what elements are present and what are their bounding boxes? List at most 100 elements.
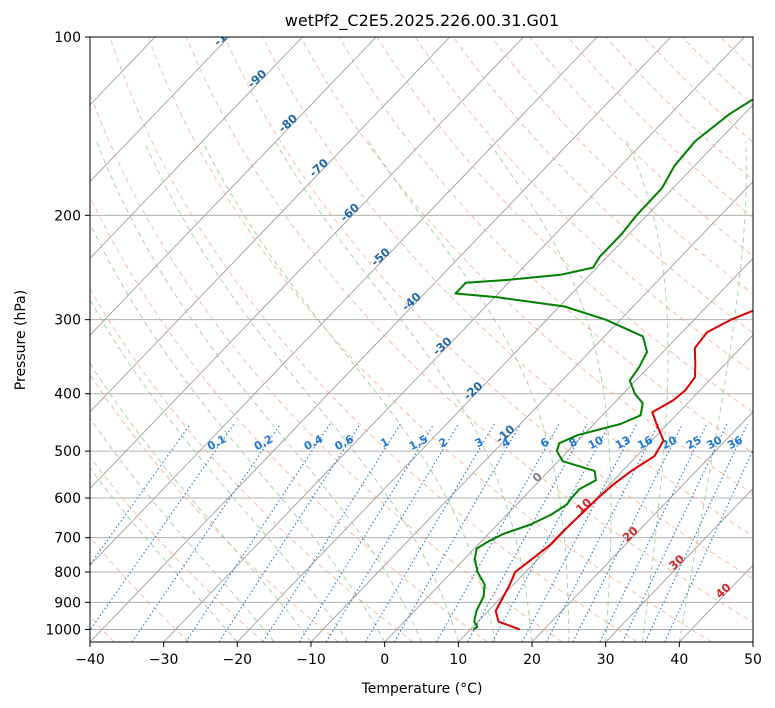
mixing-ratio-label: 1.5: [407, 433, 430, 454]
mixing-ratio-label: 13: [613, 433, 633, 452]
x-tick-label: 10: [449, 652, 467, 668]
moist-adiabat-line: [90, 417, 275, 642]
isotherm-line: [163, 37, 745, 642]
x-tick-label: 30: [597, 652, 615, 668]
dry-adiabat-label: -100: [211, 19, 242, 49]
dry-adiabat-line: [759, 37, 775, 642]
moist-adiabat-line: [626, 141, 669, 642]
dry-adiabat-line: [90, 195, 488, 642]
mixing-ratio-line: [218, 423, 361, 642]
x-tick-label: 0: [380, 652, 389, 668]
moist-adiabat-line: [367, 141, 570, 642]
mixing-ratio-label: 25: [684, 433, 704, 452]
isotherm-line: [458, 334, 753, 642]
dry-adiabat-label: 0: [530, 469, 545, 485]
dry-adiabat-line: [90, 536, 190, 642]
dry-adiabat-line: [90, 287, 414, 642]
mixing-ratio-label: 0.1: [205, 433, 228, 454]
isotherm-line: [90, 37, 672, 642]
dry-adiabat-line: [147, 37, 712, 642]
background-lines: [0, 37, 775, 642]
isotherm-line: [90, 37, 451, 413]
mixing-ratio-label: 30: [705, 433, 725, 452]
isotherm-line: [752, 641, 753, 642]
mixing-ratio-line: [262, 423, 402, 642]
mixing-ratio-line: [435, 423, 560, 642]
y-tick-label: 600: [54, 491, 81, 507]
mixing-ratio-line: [521, 423, 638, 642]
mixing-ratio-line: [664, 448, 753, 642]
mixing-ratio-line: [621, 423, 728, 642]
dry-adiabat-line: [300, 37, 753, 495]
y-tick-label: 100: [54, 30, 81, 46]
mixing-ratio-label: 6: [538, 435, 551, 450]
isotherm-line: [90, 37, 303, 259]
dry-adiabat-line: [376, 37, 753, 413]
moist-adiabat-line: [274, 141, 533, 642]
mixing-ratio-label: 1: [378, 435, 391, 450]
moist-adiabat-line: [90, 298, 349, 642]
moist-adiabat-line: [90, 467, 238, 642]
y-tick-label: 1000: [45, 622, 81, 638]
mixing-ratio-line: [185, 423, 331, 642]
isotherm-line: [531, 411, 753, 642]
mixing-ratio-line: [467, 423, 588, 642]
y-tick-label: 300: [54, 313, 81, 329]
dry-adiabat-label: -70: [306, 156, 331, 180]
dry-adiabat-label: 40: [712, 580, 733, 601]
dry-adiabat-label: -10: [493, 422, 518, 446]
mixing-ratio-line: [572, 423, 683, 642]
dry-adiabat-label: -50: [368, 245, 393, 269]
mixing-ratio-label: 36: [725, 433, 745, 452]
y-tick-label: 500: [54, 444, 81, 460]
moist-adiabat-line: [487, 141, 612, 642]
y-tick-label: 900: [54, 595, 81, 611]
x-tick-label: −20: [223, 652, 253, 668]
dry-adiabat-label: -90: [245, 66, 270, 90]
dry-adiabat-line: [109, 37, 638, 642]
moist-adiabat-line: [90, 362, 312, 642]
axes: −40 −30 −20 −10 0 10 20 30 40 5010020030040050060…: [45, 30, 762, 668]
dry-adiabat-line: [262, 37, 753, 537]
dry-adiabat-line: [567, 37, 753, 219]
mixing-ratio-label: 20: [659, 433, 679, 452]
x-tick-label: −10: [296, 652, 326, 668]
x-axis-label: Temperature (°C): [361, 681, 483, 697]
x-tick-label: 20: [523, 652, 541, 668]
moist-adiabat-line: [678, 141, 747, 642]
line-labels: 0.1 0.2 0.4 0.6 1 1.5 2 3 4 6 8 10 13 16 20 25 30 36-100-…: [205, 19, 745, 601]
mixing-ratio-label: 0.2: [252, 432, 275, 453]
x-tick-label: 50: [744, 652, 762, 668]
dry-adiabat-line: [338, 37, 753, 454]
isotherm-line: [90, 37, 524, 490]
dry-adiabat-line: [643, 37, 753, 144]
dry-adiabat-line: [414, 37, 753, 374]
dry-adiabat-label: -20: [461, 379, 486, 403]
isotherm-line: [90, 37, 377, 336]
dry-adiabat-label: -80: [275, 111, 300, 135]
y-tick-label: 200: [54, 208, 81, 224]
isotherm-line: [0, 37, 8, 642]
mixing-ratio-line: [393, 423, 522, 642]
x-tick-label: 40: [670, 652, 688, 668]
moist-adiabat-line: [143, 141, 459, 642]
isotherm-line: [90, 37, 230, 183]
dry-adiabat-label: -30: [430, 334, 455, 358]
x-tick-label: −40: [75, 652, 105, 668]
dry-adiabat-line: [529, 37, 753, 257]
mixing-ratio-line: [545, 423, 659, 642]
isotherm-line: [237, 104, 753, 642]
mixing-ratio-label: 10: [586, 433, 606, 452]
dry-adiabat-line: [224, 37, 753, 580]
isotherm-line: [90, 37, 598, 566]
mixing-ratio-line: [131, 423, 281, 642]
dry-adiabat-line: [90, 91, 563, 642]
mixing-ratio-line: [325, 423, 459, 642]
dry-adiabat-line: [491, 37, 753, 295]
dry-adiabat-line: [90, 456, 264, 642]
isotherm-line: [384, 257, 753, 642]
dry-adiabat-label: -60: [337, 200, 362, 224]
dry-adiabat-line: [720, 37, 753, 69]
moist-adiabat-line: [201, 141, 496, 642]
